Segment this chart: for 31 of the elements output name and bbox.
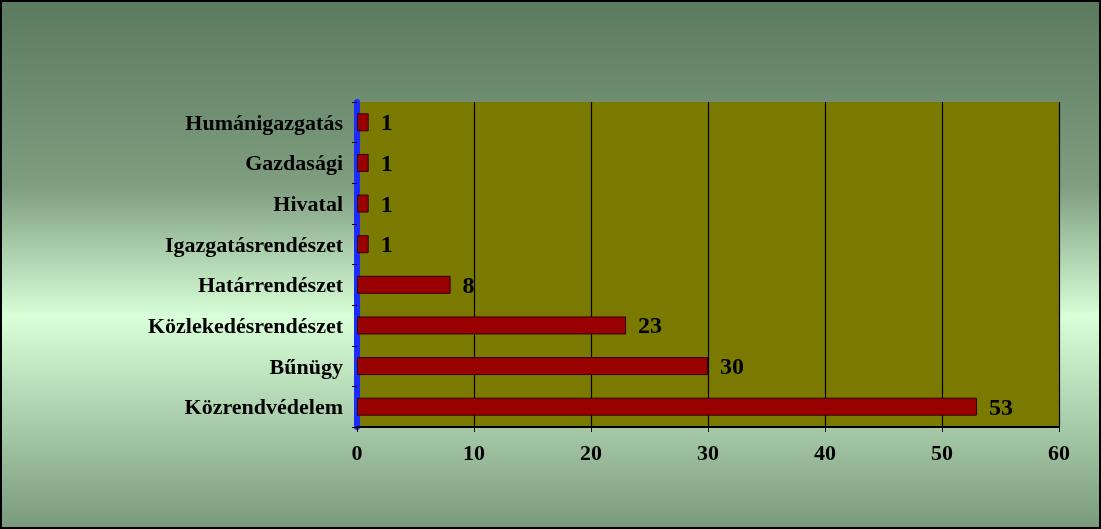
data-label: 53 — [989, 393, 1014, 420]
x-tick-label: 40 — [814, 439, 836, 465]
data-label: 1 — [380, 149, 393, 176]
y-tick-label: Határrendészet — [198, 272, 344, 298]
x-tick-label: 50 — [931, 439, 953, 465]
x-tick-label: 20 — [580, 439, 602, 465]
y-tick-label: Hivatal — [273, 191, 343, 217]
bar — [357, 113, 369, 132]
bar — [357, 357, 708, 376]
bar — [357, 194, 369, 213]
data-label: 1 — [380, 109, 393, 136]
bar — [357, 316, 627, 335]
x-tick-label: 30 — [697, 439, 719, 465]
data-label: 23 — [638, 312, 663, 339]
y-tick-label: Közlekedésrendészet — [147, 312, 344, 338]
bar — [357, 235, 369, 254]
y-tick-label: Bűnügy — [269, 353, 343, 379]
y-tick-label: Igazgatásrendészet — [165, 231, 344, 257]
y-tick-label: Humánigazgatás — [185, 109, 344, 135]
x-tick-label: 10 — [463, 439, 485, 465]
y-tick-label: Gazdasági — [245, 150, 343, 176]
data-label: 8 — [462, 271, 475, 298]
bar — [357, 397, 978, 416]
x-tick-label: 60 — [1048, 439, 1070, 465]
bar — [357, 275, 451, 294]
y-tick-label: Közrendvédelem — [184, 394, 343, 420]
bar — [357, 153, 369, 172]
data-label: 1 — [380, 190, 393, 217]
data-label: 30 — [720, 353, 744, 380]
data-label: 1 — [380, 231, 393, 258]
x-tick-label: 0 — [351, 439, 363, 465]
